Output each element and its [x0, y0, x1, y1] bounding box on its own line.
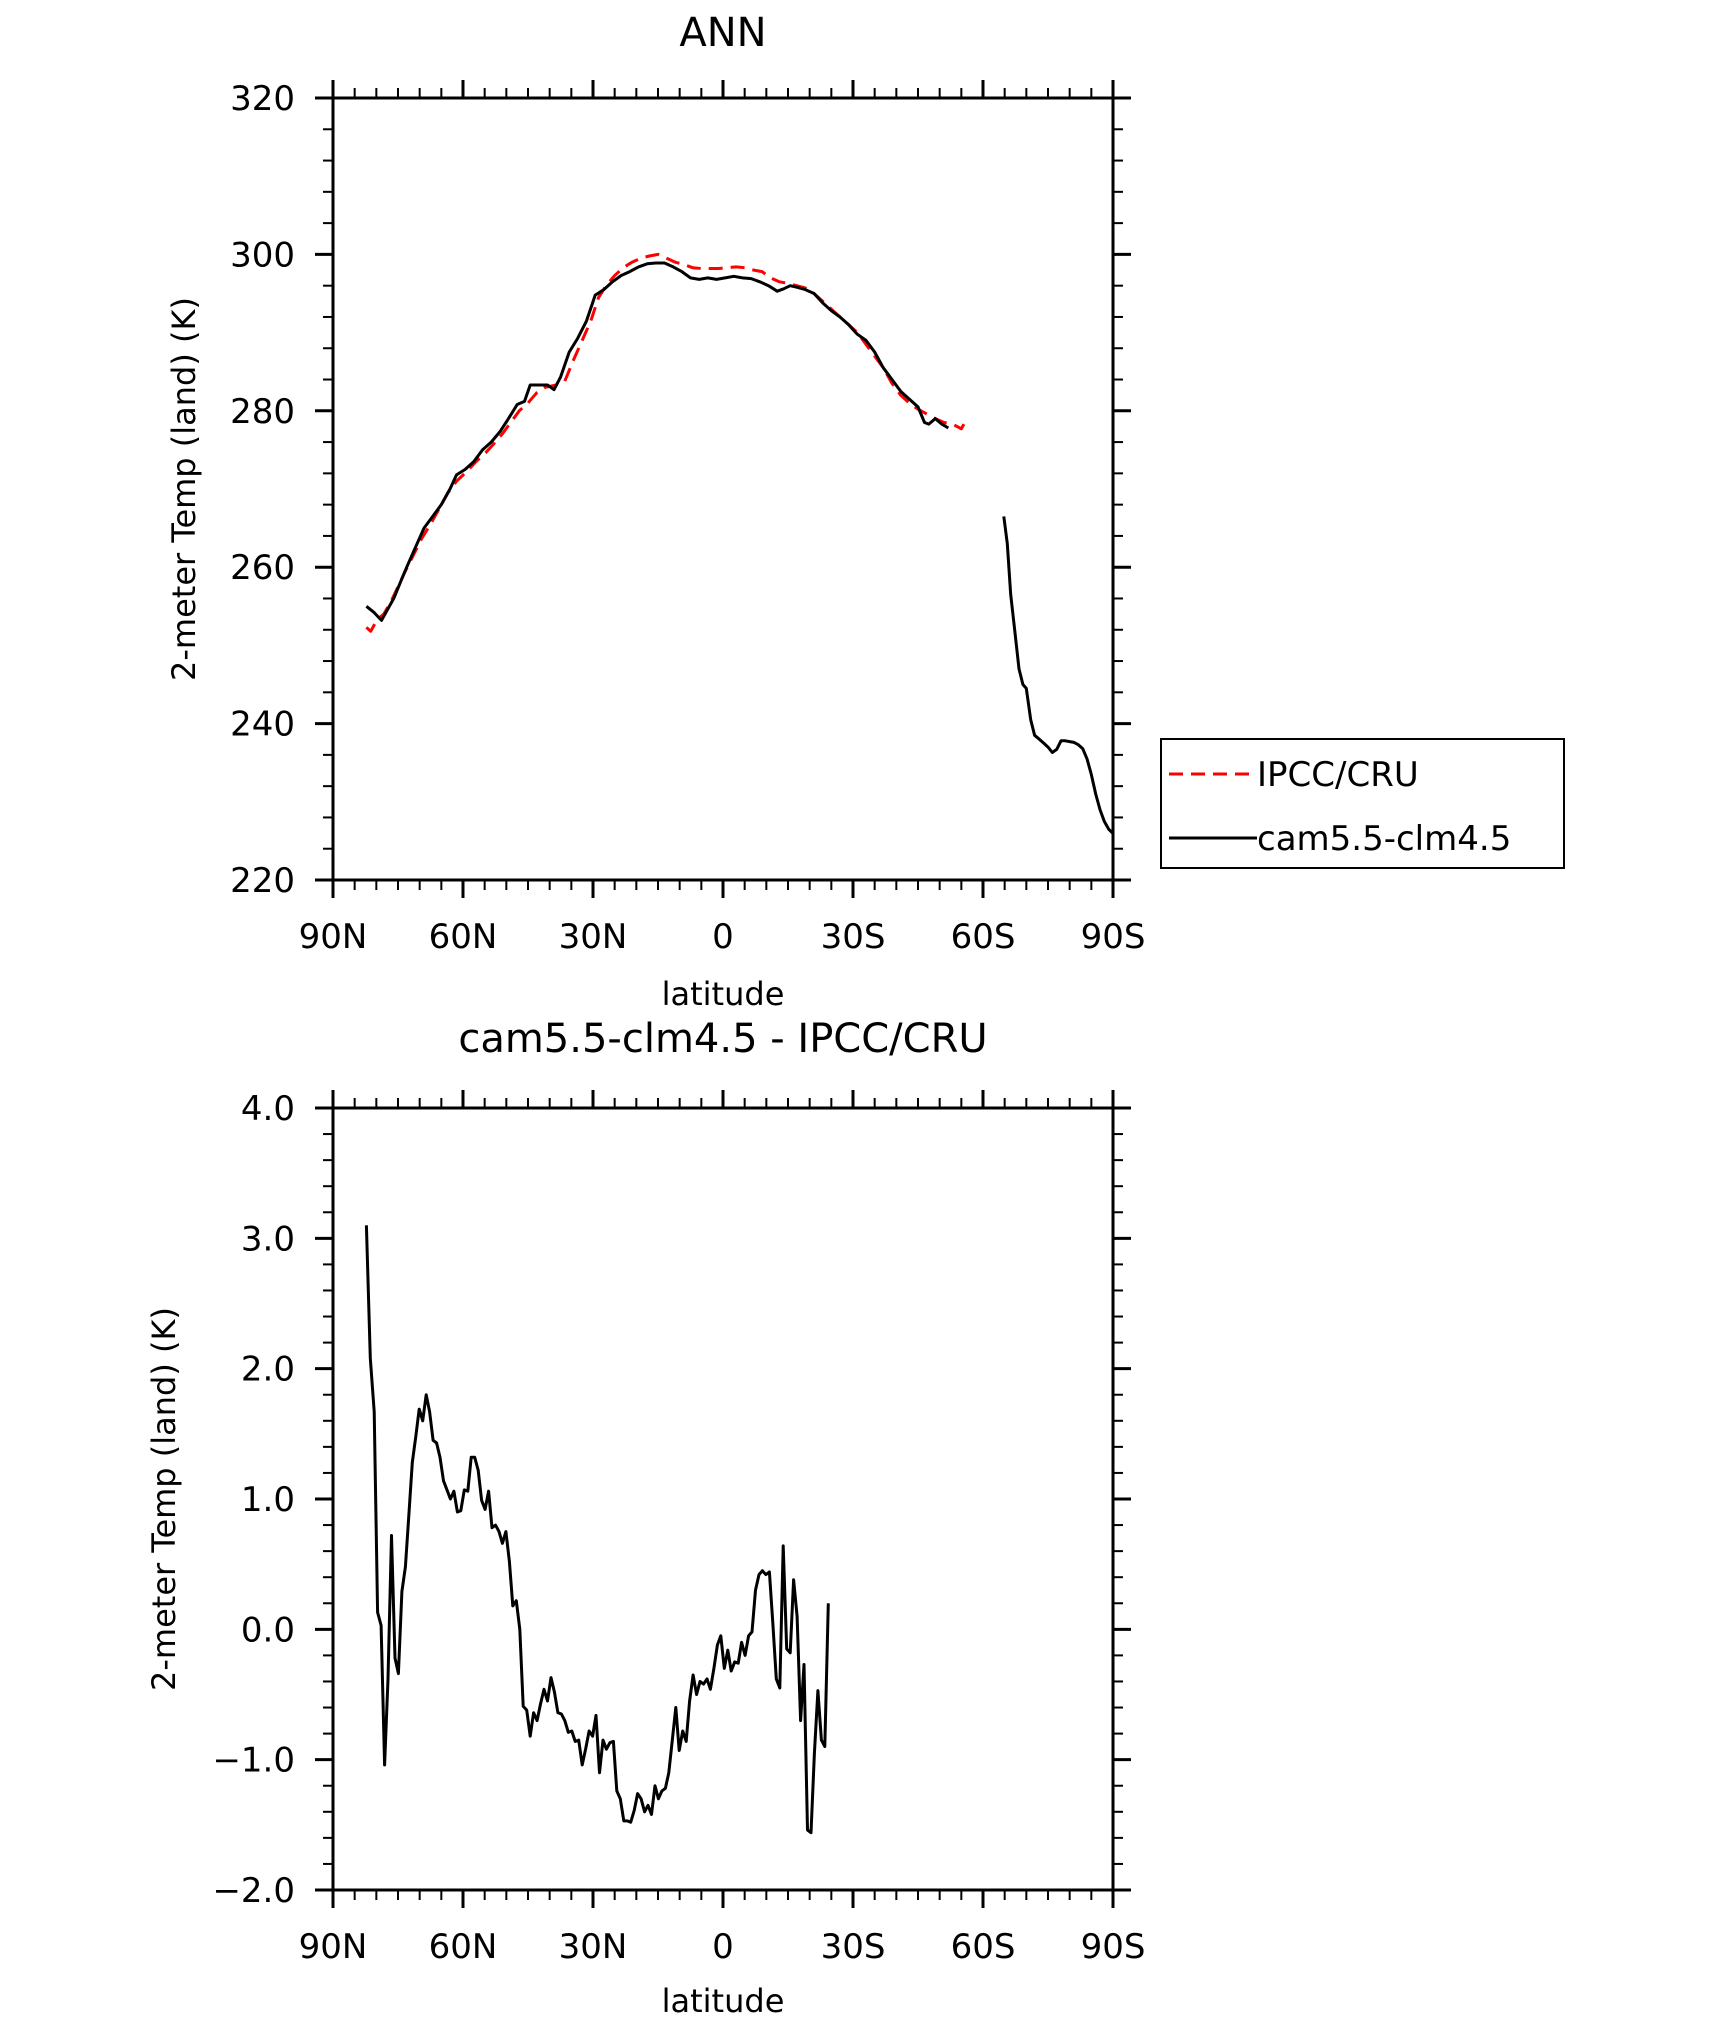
y-tick-label: 4.0 — [241, 1089, 295, 1129]
legend-label: IPCC/CRU — [1257, 755, 1419, 795]
legend-label: cam5.5-clm4.5 — [1257, 819, 1511, 859]
x-tick-label: 60S — [951, 1927, 1016, 1967]
x-tick-label: 30N — [559, 1927, 628, 1967]
series-line-cam5-5-clm4-5-segment-0 — [365, 261, 950, 622]
legend: IPCC/CRU cam5.5-clm4.5 — [1160, 738, 1565, 869]
y-tick-label: 0.0 — [241, 1610, 295, 1650]
x-tick-label: 90N — [299, 1927, 368, 1967]
y-tick-label: −2.0 — [212, 1871, 295, 1911]
series-line-ipcc-cru-segment-0 — [365, 252, 966, 633]
y-tick-label: 240 — [230, 705, 295, 745]
x-tick-label: 0 — [712, 1927, 734, 1967]
x-tick-label: 0 — [712, 917, 734, 957]
x-tick-label: 30S — [821, 1927, 886, 1967]
x-tick-label: 30N — [559, 917, 628, 957]
y-axis-label: 2-meter Temp (land) (K) — [145, 1307, 183, 1691]
x-axis-label: latitude — [662, 1982, 785, 2020]
legend-box — [1160, 738, 1565, 869]
y-tick-label: 2.0 — [241, 1350, 295, 1390]
y-tick-label: 220 — [230, 861, 295, 901]
series-line-difference-segment-0 — [364, 1225, 830, 1835]
series-line-cam5-5-clm4-5-segment-1 — [1002, 516, 1114, 835]
y-tick-label: 320 — [230, 79, 295, 119]
chart-title: cam5.5-clm4.5 - IPCC/CRU — [458, 1016, 987, 1062]
y-axis-label: 2-meter Temp (land) (K) — [165, 297, 203, 681]
x-tick-label: 90N — [299, 917, 368, 957]
y-tick-label: 300 — [230, 235, 295, 275]
y-tick-label: 260 — [230, 548, 295, 588]
x-axis-label: latitude — [662, 975, 785, 1013]
x-tick-label: 30S — [821, 917, 886, 957]
x-tick-label: 90S — [1081, 1927, 1146, 1967]
x-tick-label: 60N — [429, 1927, 498, 1967]
x-tick-label: 60S — [951, 917, 1016, 957]
x-tick-label: 90S — [1081, 917, 1146, 957]
y-tick-label: 280 — [230, 392, 295, 432]
chart-title: ANN — [679, 10, 766, 56]
y-tick-label: 3.0 — [241, 1219, 295, 1259]
chart-panel-difference: 90N 60N 30N 0 30S 60S 90S −2.0 −1.0 0.0 1.0 2.0 3.0 4… — [145, 1016, 1145, 2020]
x-tick-label: 60N — [429, 917, 498, 957]
y-tick-label: 1.0 — [241, 1480, 295, 1520]
chart-panel-annual-temperature: 90N 60N 30N 0 30S 60S 90S 220 240 260 280 300 320 ANN… — [165, 10, 1565, 1013]
y-tick-label: −1.0 — [212, 1741, 295, 1781]
